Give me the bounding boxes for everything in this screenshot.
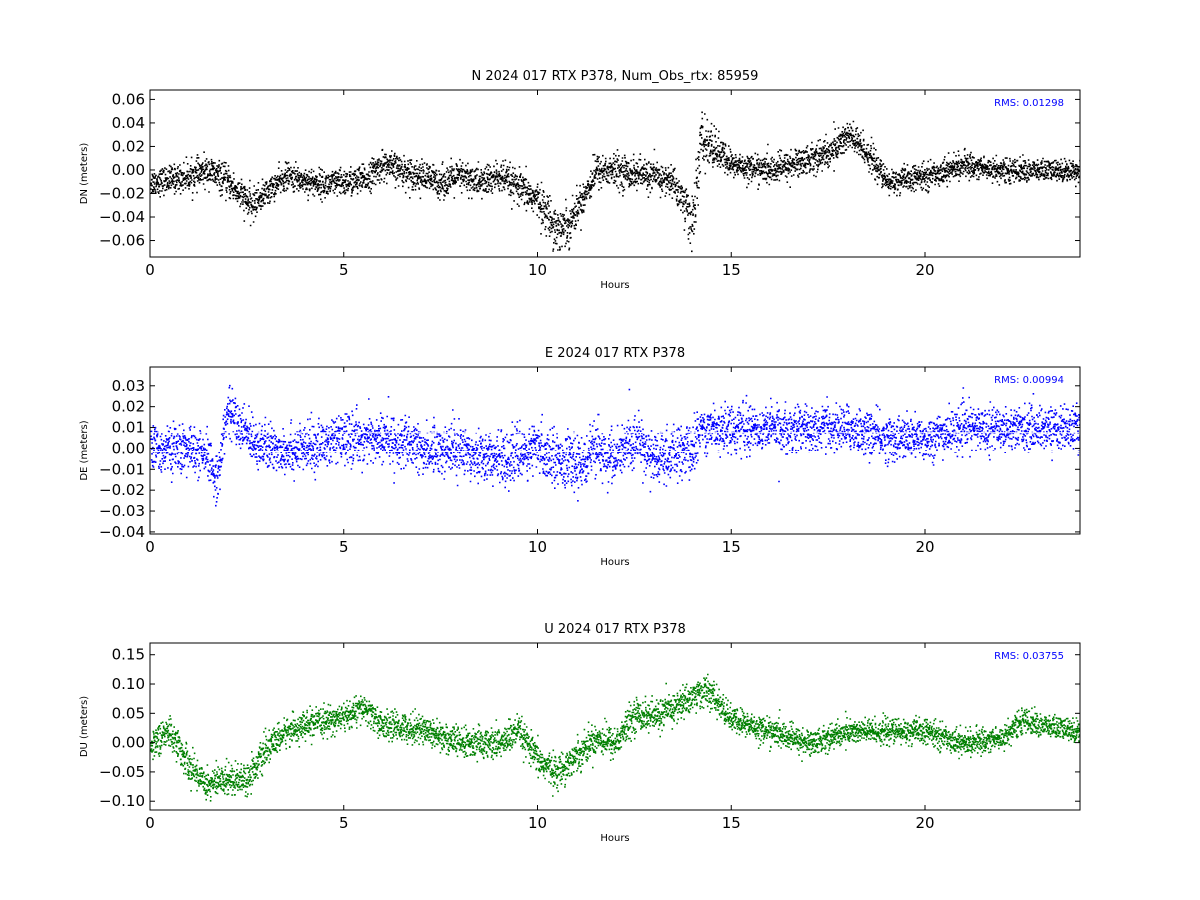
dn-ytick-label: 0.02 <box>112 137 145 155</box>
de-ytick-label: 0.02 <box>112 398 145 416</box>
panel-dn: 0 5 10 15 20 −0.06 −0.04 −0.02 0.00 0.02 0.04 0.06 N… <box>79 69 1081 291</box>
dn-xtick-label: 20 <box>915 261 934 279</box>
dn-axes-frame <box>149 89 1081 258</box>
de-xtick-label: 20 <box>915 538 934 556</box>
du-rms-label: RMS: 0.03755 <box>994 651 1064 662</box>
du-xtick-label: 10 <box>528 814 547 832</box>
de-ylabel: DE (meters) <box>79 420 90 480</box>
du-ytick-label: 0.05 <box>112 704 145 722</box>
de-ytick-label: −0.02 <box>99 481 145 499</box>
dn-xlabel: Hours <box>600 280 629 291</box>
du-ytick-label: −0.10 <box>99 792 145 810</box>
de-xtick-label: 15 <box>722 538 741 556</box>
panel-du: 0 5 10 15 20 −0.10 −0.05 0.00 0.05 0.10 0.15 U 2024… <box>79 622 1081 844</box>
de-title: E 2024 017 RTX P378 <box>545 346 685 361</box>
de-xtick-label: 0 <box>145 538 155 556</box>
du-data-points <box>150 673 1080 802</box>
dn-xtick-label: 15 <box>722 261 741 279</box>
de-ytick-label: 0.00 <box>112 439 145 457</box>
dn-rms-label: RMS: 0.01298 <box>994 98 1064 109</box>
dn-ylabel: DN (meters) <box>79 143 90 205</box>
dn-ytick-label: 0.00 <box>112 161 145 179</box>
dn-ytick-label: 0.06 <box>112 90 145 108</box>
de-xtick-label: 5 <box>339 538 349 556</box>
dn-ytick-label: 0.04 <box>112 114 145 132</box>
dn-xtick-label: 10 <box>528 261 547 279</box>
du-xtick-label: 15 <box>722 814 741 832</box>
dn-title: N 2024 017 RTX P378, Num_Obs_rtx: 85959 <box>472 69 759 84</box>
du-xtick-label: 20 <box>915 814 934 832</box>
de-ytick-label: 0.01 <box>112 419 145 437</box>
de-xlabel: Hours <box>600 557 629 568</box>
du-axes-frame <box>149 642 1081 811</box>
panel-de: 0 5 10 15 20 −0.04 −0.03 −0.02 −0.01 0.00 0.01 0.02… <box>79 346 1081 568</box>
du-xlabel: Hours <box>600 833 629 844</box>
de-ytick-label: 0.03 <box>112 377 145 395</box>
de-ytick-label: −0.04 <box>99 523 145 541</box>
de-ytick-label: −0.03 <box>99 502 145 520</box>
dn-point-cloud <box>150 111 1080 253</box>
du-xtick-label: 5 <box>339 814 349 832</box>
de-axes-frame <box>149 366 1081 535</box>
du-title: U 2024 017 RTX P378 <box>544 622 686 637</box>
du-point-cloud <box>150 673 1080 802</box>
de-xtick-label: 10 <box>528 538 547 556</box>
du-ytick-label: 0.10 <box>112 675 145 693</box>
de-point-cloud <box>150 384 1080 507</box>
de-data-points <box>150 384 1080 507</box>
dn-xtick-label: 0 <box>145 261 155 279</box>
dn-ytick-label: −0.04 <box>99 208 145 226</box>
dn-xtick-label: 5 <box>339 261 349 279</box>
du-ytick-label: −0.05 <box>99 763 145 781</box>
du-xtick-label: 0 <box>145 814 155 832</box>
dn-ytick-label: −0.02 <box>99 184 145 202</box>
de-ytick-label: −0.01 <box>99 460 145 478</box>
du-ytick-label: 0.00 <box>112 734 145 752</box>
du-ylabel: DU (meters) <box>79 696 90 757</box>
dn-data-points <box>150 111 1080 253</box>
de-rms-label: RMS: 0.00994 <box>994 375 1064 386</box>
du-ytick-label: 0.15 <box>112 646 145 664</box>
dn-ytick-label: −0.06 <box>99 232 145 250</box>
